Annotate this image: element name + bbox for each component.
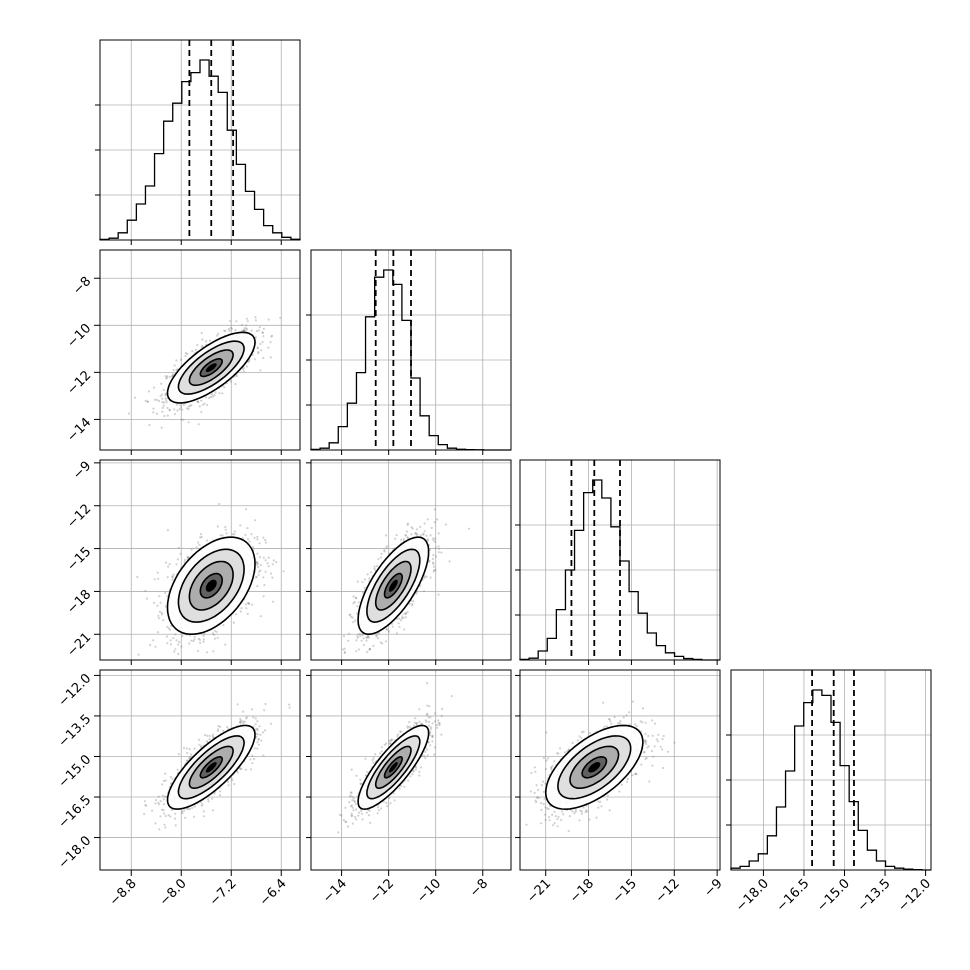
x-tick-label-1-3: −6.4 <box>257 876 290 909</box>
contour-line-1-2-0 <box>199 358 224 378</box>
contour-line-2-4-1 <box>374 745 412 789</box>
scatter-frame-2-3 <box>310 459 512 661</box>
histogram-panel-1 <box>95 39 301 241</box>
histogram-grid-2 <box>311 250 511 450</box>
x-tick-label-1-0: −8.8 <box>107 876 140 909</box>
x-tick-label-4-2: −15.0 <box>814 876 853 915</box>
contour-line-2-4-0 <box>383 755 404 779</box>
contour-line-3-4-3 <box>544 724 644 811</box>
contour-line-1-3-3 <box>166 536 256 635</box>
y-tick-label-3-4: −9 <box>70 459 94 483</box>
contour-line-2-4-3 <box>357 724 430 811</box>
density-core-3-4 <box>588 762 601 773</box>
contour-line-2-3-1 <box>374 560 412 611</box>
x-tick-label-2-1: −12 <box>367 876 397 906</box>
contour-line-1-2-3 <box>166 331 256 404</box>
y-tick-label-3-3: −12 <box>64 501 94 531</box>
x-tick-label-1-2: −7.2 <box>207 876 240 909</box>
contour-line-1-2-1 <box>188 349 234 387</box>
x-tick-label-2-3: −8 <box>467 876 491 900</box>
y-tick-label-4-0: −18.0 <box>56 833 95 872</box>
contour-line-1-3-1 <box>188 560 234 611</box>
x-tick-label-3-3: −12 <box>653 876 683 906</box>
x-tick-label-3-4: −9 <box>701 876 725 900</box>
scatter-panel-1-4 <box>99 669 301 871</box>
contour-line-3-4-0 <box>581 755 608 779</box>
scatter-frame-1-2 <box>99 249 301 451</box>
y-tick-label-2-2: −10 <box>64 321 94 351</box>
scatter-frame-3-4 <box>519 669 721 871</box>
x-tick-label-2-0: −14 <box>320 876 350 906</box>
contour-line-2-3-0 <box>383 572 404 599</box>
x-tick-label-4-1: −16.5 <box>774 876 813 915</box>
histogram-steps-4 <box>730 689 931 871</box>
scatter-panel-1-2 <box>99 249 301 451</box>
scatter-panel-2-3 <box>310 459 512 661</box>
y-tick-label-2-0: −14 <box>64 415 94 445</box>
histogram-grid-1 <box>100 40 300 240</box>
contour-line-2-4-2 <box>366 735 421 800</box>
histogram-frame-2 <box>310 249 512 451</box>
x-tick-label-1-1: −8.0 <box>157 876 190 909</box>
contour-line-3-4-1 <box>569 745 620 789</box>
contour-line-3-4-2 <box>557 735 632 800</box>
histogram-frame-4 <box>730 669 932 871</box>
histogram-panel-4 <box>726 669 932 871</box>
y-tick-label-3-2: −15 <box>64 544 94 574</box>
scatter-frame-2-4 <box>310 669 512 871</box>
y-tick-label-4-2: −15.0 <box>56 752 95 791</box>
x-tick-label-4-0: −18.0 <box>733 876 772 915</box>
x-tick-label-3-2: −15 <box>610 876 640 906</box>
x-tick-label-2-2: −10 <box>414 876 444 906</box>
y-tick-label-4-4: −12.0 <box>56 671 95 710</box>
contour-line-1-4-2 <box>177 735 245 800</box>
y-tick-label-2-1: −12 <box>64 368 94 398</box>
histogram-grid-3 <box>520 460 720 660</box>
histogram-panel-3 <box>515 459 721 661</box>
contour-line-1-3-0 <box>199 572 224 599</box>
y-tick-label-3-0: −21 <box>64 630 94 660</box>
x-tick-label-3-1: −18 <box>567 876 597 906</box>
histogram-steps-3 <box>519 479 720 661</box>
y-tick-label-4-3: −13.5 <box>56 712 95 751</box>
x-tick-label-4-3: −13.5 <box>855 876 894 915</box>
contour-line-1-3-2 <box>177 548 245 623</box>
contour-line-1-4-3 <box>166 724 256 810</box>
density-core-2-3 <box>388 579 398 592</box>
y-tick-label-4-1: −16.5 <box>56 793 95 832</box>
x-tick-label-3-0: −21 <box>524 876 554 906</box>
contour-line-2-3-2 <box>366 548 421 623</box>
density-core-2-4 <box>388 762 398 773</box>
scatter-panel-1-3 <box>99 459 301 661</box>
histogram-frame-3 <box>519 459 721 661</box>
contour-line-1-4-1 <box>188 745 234 789</box>
x-tick-label-4-4: −12.0 <box>895 876 934 915</box>
y-tick-label-3-1: −18 <box>64 587 94 617</box>
histogram-panel-2 <box>306 249 512 451</box>
scatter-frame-1-3 <box>99 459 301 661</box>
scatter-panel-2-4 <box>310 669 512 871</box>
scatter-panel-3-4 <box>519 669 721 871</box>
contour-line-1-2-2 <box>177 340 245 395</box>
density-core-1-4 <box>205 762 217 773</box>
density-core-1-3 <box>205 579 217 592</box>
contour-line-1-4-0 <box>199 756 224 779</box>
contour-line-2-3-3 <box>357 536 430 635</box>
histogram-steps-1 <box>99 59 301 241</box>
density-core-1-2 <box>205 363 217 373</box>
histogram-frame-1 <box>99 39 301 241</box>
scatter-frame-1-4 <box>99 669 301 871</box>
y-tick-label-2-3: −8 <box>70 274 94 298</box>
